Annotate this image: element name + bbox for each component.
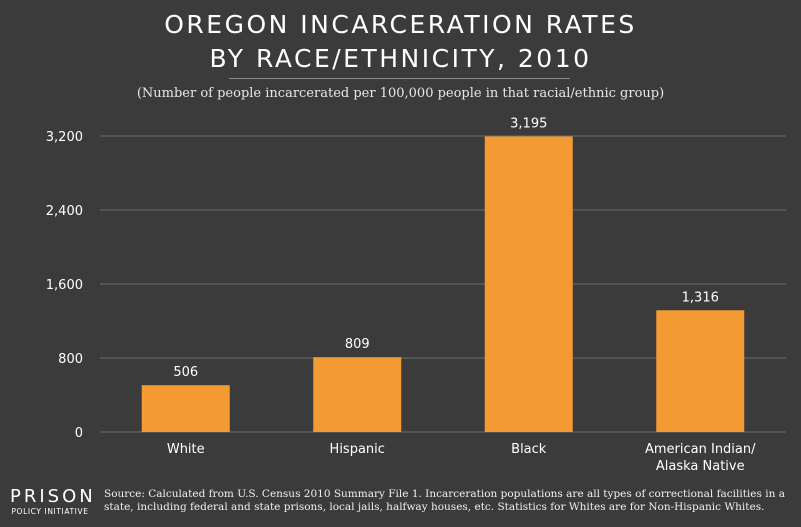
- source-note: Source: Calculated from U.S. Census 2010…: [104, 488, 785, 513]
- title-divider: [229, 78, 570, 79]
- y-tick-label: 0: [75, 426, 83, 441]
- y-tick-label: 800: [58, 352, 83, 367]
- x-tick-label: Black: [511, 442, 547, 457]
- prison-policy-logo: PRISON POLICY INITIATIVE: [10, 486, 96, 517]
- bar: [656, 310, 745, 432]
- bar: [313, 357, 402, 432]
- bar-value-label: 506: [173, 365, 198, 380]
- chart-subtitle: (Number of people incarcerated per 100,0…: [136, 86, 665, 101]
- logo-main-text: PRISON: [10, 486, 96, 507]
- bar-value-label: 809: [345, 337, 370, 352]
- x-tick-label: Alaska Native: [656, 459, 745, 474]
- bar-value-label: 1,316: [682, 290, 719, 305]
- y-tick-label: 3,200: [46, 130, 83, 145]
- x-tick-label: American Indian/: [645, 442, 756, 457]
- x-tick-label: White: [167, 442, 205, 457]
- bar: [141, 385, 230, 432]
- y-tick-label: 1,600: [46, 278, 83, 293]
- logo-sub-text: POLICY INITIATIVE: [11, 507, 89, 516]
- bar-value-label: 3,195: [510, 116, 547, 131]
- y-tick-label: 2,400: [46, 204, 83, 219]
- bar: [484, 136, 573, 432]
- chart-title-line-1: OREGON INCARCERATION RATES: [164, 10, 637, 39]
- chart-title-line-2: BY RACE/ETHNICITY, 2010: [209, 44, 592, 73]
- x-tick-label: Hispanic: [330, 442, 385, 457]
